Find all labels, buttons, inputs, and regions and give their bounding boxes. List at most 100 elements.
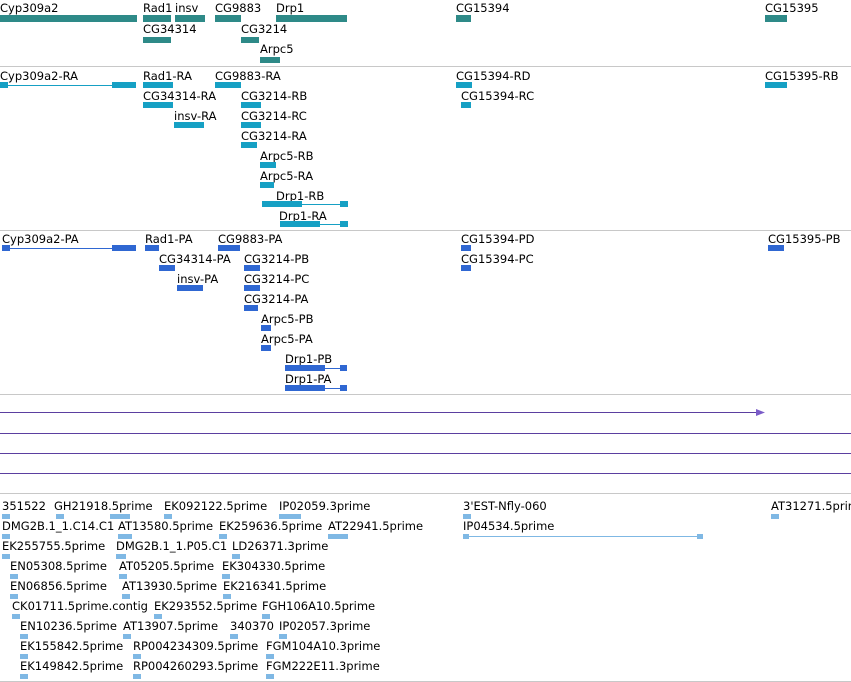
gene-label[interactable]: insv <box>175 1 199 15</box>
est-label[interactable]: FGM104A10.3prime <box>266 639 381 653</box>
est-label[interactable]: 351522 <box>2 499 46 513</box>
gene-label[interactable]: Drp1 <box>276 1 305 15</box>
protein-exon[interactable] <box>340 365 347 371</box>
est-label[interactable]: GH21918.5prime <box>54 499 153 513</box>
protein-label[interactable]: Arpc5-PA <box>261 332 313 346</box>
est-feature[interactable] <box>154 614 162 619</box>
protein-exon[interactable] <box>261 325 271 331</box>
transcript-label[interactable]: CG15395-RB <box>765 69 839 83</box>
est-label[interactable]: EN05308.5prime <box>10 559 107 573</box>
est-label[interactable]: DMG2B.1_1.P05.C1 <box>116 539 228 553</box>
est-feature[interactable] <box>219 534 227 539</box>
transcript-exon[interactable] <box>461 102 471 108</box>
transcript-exon[interactable] <box>112 82 136 88</box>
est-label[interactable]: EK092122.5prime <box>164 499 268 513</box>
est-feature[interactable] <box>230 634 238 639</box>
est-feature[interactable] <box>463 514 471 519</box>
feature-line[interactable] <box>0 453 851 454</box>
feature-line[interactable] <box>0 412 758 413</box>
est-feature[interactable] <box>119 574 127 579</box>
gene-feature[interactable] <box>175 15 205 22</box>
transcript-label[interactable]: Drp1-RA <box>279 209 327 223</box>
transcript-exon[interactable] <box>456 82 472 88</box>
transcript-label[interactable]: CG3214-RA <box>241 129 307 143</box>
protein-exon[interactable] <box>112 245 136 251</box>
est-feature[interactable] <box>223 594 231 599</box>
gene-label[interactable]: Rad1 <box>143 1 173 15</box>
gene-label[interactable]: CG9883 <box>215 1 262 15</box>
protein-exon[interactable] <box>145 245 159 251</box>
est-feature[interactable] <box>266 674 274 679</box>
protein-label[interactable]: Arpc5-PB <box>261 312 314 326</box>
transcript-label[interactable]: CG9883-RA <box>215 69 281 83</box>
est-feature[interactable] <box>328 534 348 539</box>
est-label[interactable]: EK216341.5prime <box>223 579 327 593</box>
transcript-exon[interactable] <box>241 142 257 148</box>
est-feature[interactable] <box>463 534 469 539</box>
protein-label[interactable]: CG15394-PC <box>461 252 534 266</box>
transcript-label[interactable]: Arpc5-RB <box>260 149 314 163</box>
transcript-exon[interactable] <box>765 82 787 88</box>
transcript-label[interactable]: Arpc5-RA <box>260 169 314 183</box>
transcript-exon[interactable] <box>0 82 8 88</box>
est-label[interactable]: EK304330.5prime <box>222 559 326 573</box>
transcript-exon[interactable] <box>260 162 276 168</box>
est-feature[interactable] <box>697 534 703 539</box>
est-feature[interactable] <box>266 654 274 659</box>
est-label[interactable]: 340370 <box>230 619 274 633</box>
est-feature[interactable] <box>466 536 702 537</box>
est-feature[interactable] <box>123 634 131 639</box>
gene-feature[interactable] <box>143 15 171 22</box>
protein-exon[interactable] <box>177 285 203 291</box>
protein-exon[interactable] <box>159 265 175 271</box>
est-feature[interactable] <box>133 674 141 679</box>
gene-label[interactable]: CG15394 <box>456 1 510 15</box>
est-feature[interactable] <box>56 514 64 519</box>
transcript-exon[interactable] <box>143 82 173 88</box>
est-label[interactable]: AT13580.5prime <box>118 519 214 533</box>
est-label[interactable]: EK149842.5prime <box>20 659 124 673</box>
est-label[interactable]: RP004260293.5prime <box>133 659 259 673</box>
est-label[interactable]: EK255755.5prime <box>2 539 106 553</box>
est-label[interactable]: EK259636.5prime <box>219 519 323 533</box>
est-label[interactable]: AT31271.5prime <box>771 499 851 513</box>
est-label[interactable]: EN06856.5prime <box>10 579 107 593</box>
est-label[interactable]: FGM222E11.3prime <box>266 659 380 673</box>
est-feature[interactable] <box>10 594 18 599</box>
est-label[interactable]: EK293552.5prime <box>154 599 258 613</box>
protein-label[interactable]: CG3214-PC <box>244 272 310 286</box>
est-feature[interactable] <box>2 554 10 559</box>
est-label[interactable]: EK155842.5prime <box>20 639 124 653</box>
protein-exon[interactable] <box>461 245 471 251</box>
transcript-label[interactable]: Drp1-RB <box>276 189 325 203</box>
est-label[interactable]: FGH106A10.5prime <box>262 599 376 613</box>
gene-label[interactable]: CG3214 <box>241 22 288 36</box>
protein-exon[interactable] <box>285 365 325 371</box>
protein-exon[interactable] <box>244 265 260 271</box>
protein-label[interactable]: Drp1-PB <box>285 352 333 366</box>
transcript-exon[interactable] <box>262 201 302 207</box>
protein-exon[interactable] <box>2 245 10 251</box>
transcript-exon[interactable] <box>260 182 274 188</box>
est-feature[interactable] <box>279 634 287 639</box>
transcript-exon[interactable] <box>340 221 348 227</box>
transcript-label[interactable]: CG34314-RA <box>143 89 217 103</box>
transcript-label[interactable]: Rad1-RA <box>143 69 192 83</box>
gene-feature[interactable] <box>215 15 241 22</box>
protein-exon[interactable] <box>285 385 325 391</box>
gene-feature[interactable] <box>0 15 137 22</box>
transcript-exon[interactable] <box>215 82 241 88</box>
est-feature[interactable] <box>2 534 10 539</box>
est-feature[interactable] <box>232 554 240 559</box>
protein-exon[interactable] <box>244 305 258 311</box>
est-feature[interactable] <box>20 654 28 659</box>
est-feature[interactable] <box>771 514 779 519</box>
est-label[interactable]: IP02057.3prime <box>279 619 371 633</box>
est-label[interactable]: 3'EST-Nfly-060 <box>463 499 547 513</box>
gene-feature[interactable] <box>241 37 259 43</box>
est-label[interactable]: AT13930.5prime <box>122 579 218 593</box>
est-feature[interactable] <box>164 514 172 519</box>
est-label[interactable]: IP02059.3prime <box>279 499 371 513</box>
transcript-exon[interactable] <box>241 122 261 128</box>
transcript-exon[interactable] <box>143 102 173 108</box>
